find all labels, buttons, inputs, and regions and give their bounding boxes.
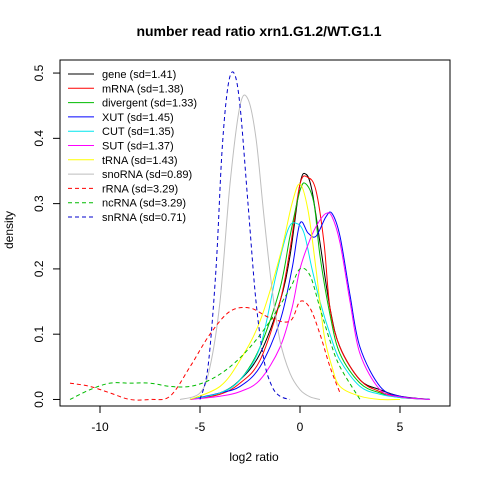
y-tick-label: 0.5: [32, 64, 46, 81]
legend-label: SUT (sd=1.37): [102, 141, 174, 153]
legend: gene (sd=1.41) mRNA (sd=1.38) divergent (s…: [68, 69, 197, 224]
x-tick-label: 0: [297, 420, 304, 434]
y-tick-label: 0.3: [32, 195, 46, 212]
x-tick-label: 5: [397, 420, 404, 434]
x-tick-label: -5: [195, 420, 206, 434]
legend-label: mRNA (sd=1.38): [102, 83, 184, 95]
y-axis-label: density: [2, 211, 16, 249]
series-line: [189, 175, 431, 400]
series-line: [69, 300, 341, 401]
plot-frame: [59, 59, 451, 407]
legend-label: snRNA (sd=0.71): [102, 212, 186, 224]
legend-label: CUT (sd=1.35): [102, 126, 174, 138]
series-line: [189, 212, 431, 400]
x-tick-label: -10: [91, 420, 109, 434]
series-line: [179, 94, 321, 400]
plot-area: [59, 59, 451, 407]
chart-title: number read ratio xrn1.G1.2/WT.G1.1: [136, 23, 381, 39]
axis-ticks: -10 -5 0 5 0.0 0.1 0.2 0.3 0.4 0.5: [32, 64, 404, 434]
legend-label: tRNA (sd=1.43): [102, 155, 178, 167]
series-line: [189, 182, 431, 400]
series-line: [69, 267, 361, 400]
x-axis-label: log2 ratio: [229, 450, 279, 464]
y-tick-label: 0.2: [32, 260, 46, 277]
series-lines: [69, 71, 431, 401]
legend-label: snoRNA (sd=0.89): [102, 169, 192, 181]
y-tick-label: 0.1: [32, 326, 46, 343]
legend-label: rRNA (sd=3.29): [102, 183, 178, 195]
legend-label: ncRNA (sd=3.29): [102, 198, 186, 210]
series-line: [189, 211, 431, 400]
series-line: [189, 183, 401, 401]
legend-label: gene (sd=1.41): [102, 69, 176, 81]
series-line: [199, 71, 291, 400]
y-tick-label: 0.0: [32, 391, 46, 408]
legend-label: XUT (sd=1.45): [102, 112, 174, 124]
series-line: [189, 172, 431, 400]
legend-label: divergent (sd=1.33): [102, 98, 197, 110]
y-tick-label: 0.4: [32, 130, 46, 147]
